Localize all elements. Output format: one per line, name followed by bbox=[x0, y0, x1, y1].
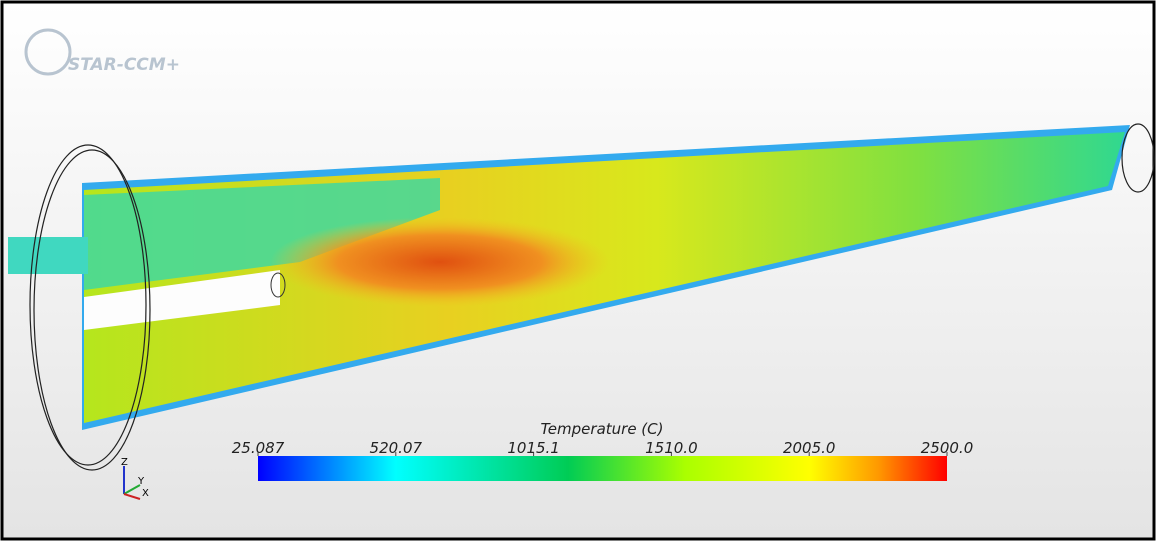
logo-text: STAR-CCM+ bbox=[68, 55, 180, 75]
viewport: STAR-CCM+ Temperature (C) Z Y X 25.087 52… bbox=[0, 0, 1156, 541]
tick-label: 2005.0 bbox=[783, 439, 836, 457]
tick-label: 1015.1 bbox=[507, 439, 560, 457]
tick-label: 25.087 bbox=[232, 439, 285, 457]
tick-label: 1510.0 bbox=[645, 439, 698, 457]
axis-label: Y bbox=[137, 476, 145, 487]
axis-label: X bbox=[142, 488, 149, 499]
tick-label: 2500.0 bbox=[921, 439, 974, 457]
colorbar bbox=[258, 456, 947, 481]
colorbar-title: Temperature (C) bbox=[541, 420, 664, 438]
flame bbox=[270, 217, 610, 307]
axis-label: Z bbox=[121, 457, 128, 468]
tick-label: 520.07 bbox=[370, 439, 423, 457]
inlet-pipe bbox=[8, 237, 88, 274]
